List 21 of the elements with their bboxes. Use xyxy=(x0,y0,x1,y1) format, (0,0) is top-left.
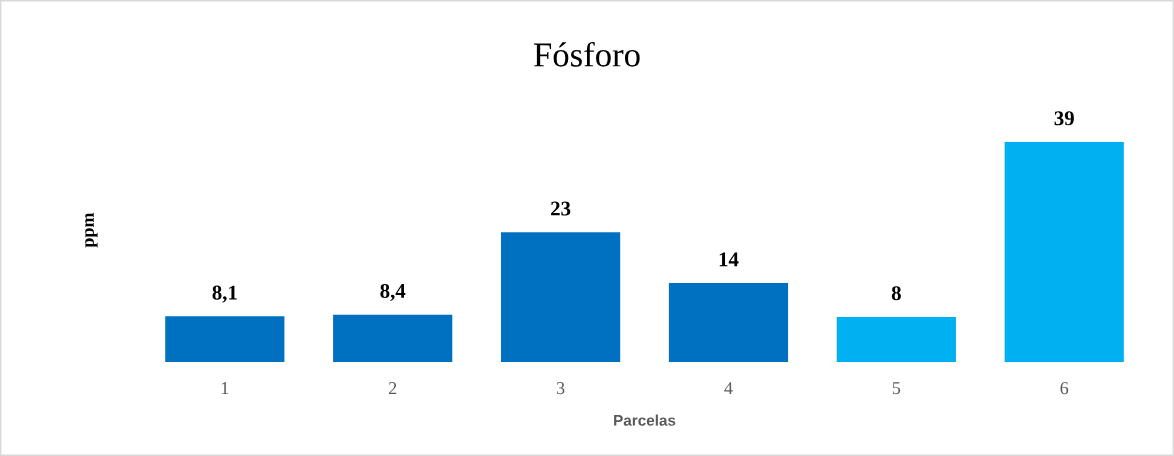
data-label: 39 xyxy=(1054,111,1074,126)
x-tick-label: 5 xyxy=(892,382,901,395)
bar xyxy=(668,283,789,363)
x-tick-label: 2 xyxy=(388,382,397,395)
y-axis-title: ppm xyxy=(85,212,98,248)
x-tick-label: 4 xyxy=(724,382,733,395)
bar xyxy=(1004,142,1124,363)
bar xyxy=(165,316,285,363)
data-label: 8 xyxy=(891,286,901,301)
x-tick-label: 1 xyxy=(221,382,229,395)
data-label: 14 xyxy=(719,252,739,267)
bar xyxy=(333,314,453,363)
bar xyxy=(836,316,956,363)
x-tick-label: 6 xyxy=(1060,382,1069,395)
chart-title: Fósforo xyxy=(533,41,640,67)
x-axis-title: Parcelas xyxy=(614,414,676,426)
x-tick-label: 3 xyxy=(556,382,565,395)
bar xyxy=(500,232,621,363)
data-label: 23 xyxy=(551,201,571,216)
data-label: 8,4 xyxy=(380,283,406,301)
data-label: 8,1 xyxy=(212,285,237,303)
